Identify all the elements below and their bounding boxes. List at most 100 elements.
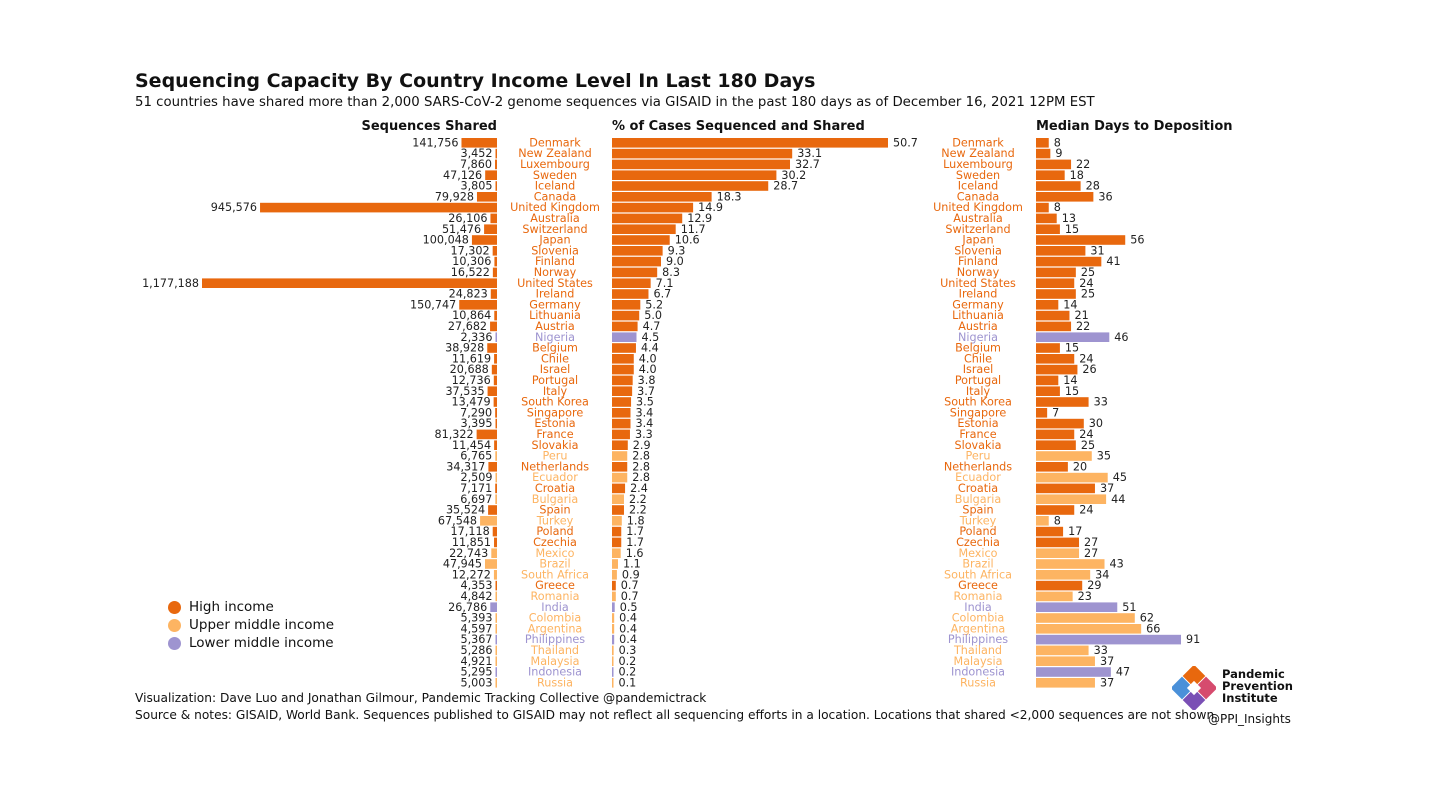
seq-value-label: 2,509 [460, 471, 492, 484]
days-value-label: 20 [1073, 460, 1087, 473]
pct-bar [612, 364, 634, 375]
pct-value-label: 0.4 [619, 633, 637, 646]
seq-bar [495, 472, 497, 483]
country-label: Indonesia [951, 666, 1005, 679]
pct-value-label: 32.7 [795, 158, 820, 171]
seq-value-label: 35,524 [446, 504, 485, 517]
days-value-label: 41 [1106, 255, 1120, 268]
seq-bar [493, 375, 497, 386]
days-value-label: 62 [1140, 612, 1154, 625]
country-label: Philippines [948, 633, 1008, 646]
seq-value-label: 7,171 [460, 482, 492, 495]
pct-value-label: 0.7 [621, 579, 639, 592]
days-bar [1036, 494, 1107, 504]
days-bar [1036, 440, 1076, 450]
seq-bar [260, 202, 497, 213]
pct-bar [612, 462, 628, 472]
pct-bar [612, 678, 614, 688]
pct-bar [612, 559, 618, 569]
pct-bar [612, 159, 791, 170]
pct-bar [612, 602, 615, 612]
country-label: France [536, 428, 573, 441]
pct-value-label: 1.7 [626, 536, 644, 549]
pct-bar [612, 440, 628, 450]
pct-value-label: 18.3 [717, 190, 742, 203]
days-value-label: 23 [1078, 590, 1092, 603]
country-label: Thailand [530, 644, 579, 657]
pct-bar [612, 397, 632, 407]
days-value-label: 37 [1100, 655, 1114, 668]
days-value-label: 27 [1084, 547, 1098, 560]
pct-bar [612, 235, 670, 245]
pct-bar [612, 634, 615, 645]
chart-subtitle: 51 countries have shared more than 2,000… [135, 95, 1095, 110]
pct-value-label: 3.3 [635, 428, 653, 441]
days-bar [1036, 526, 1064, 537]
header-percent-sequenced: % of Cases Sequenced and Shared [612, 119, 865, 134]
days-bar [1036, 548, 1080, 558]
country-label: Netherlands [521, 460, 589, 473]
days-bar [1036, 181, 1081, 191]
pct-bar [612, 170, 777, 180]
pct-value-label: 30.2 [781, 169, 806, 182]
seq-value-label: 27,682 [448, 320, 487, 333]
pct-value-label: 10.6 [675, 234, 700, 247]
country-label: Austria [535, 320, 575, 333]
seq-value-label: 11,454 [452, 439, 491, 452]
country-label: Luxembourg [520, 158, 590, 171]
seq-value-label: 4,353 [460, 579, 492, 592]
seq-bar [488, 505, 497, 515]
days-value-label: 25 [1081, 439, 1095, 452]
pct-value-label: 4.5 [641, 331, 659, 344]
pct-value-label: 8.3 [662, 266, 680, 279]
days-value-label: 46 [1114, 331, 1128, 344]
pct-value-label: 6.7 [653, 288, 671, 301]
country-label: Bulgaria [532, 493, 578, 506]
pct-value-label: 12.9 [687, 212, 712, 225]
seq-bar [494, 354, 497, 364]
days-value-label: 24 [1079, 277, 1093, 290]
pct-bar [612, 202, 694, 213]
seq-bar [471, 235, 497, 245]
seq-bar [476, 429, 497, 440]
country-label: Norway [534, 266, 577, 279]
country-label: Japan [538, 234, 570, 247]
days-bar [1036, 451, 1092, 461]
pct-bar [612, 591, 616, 602]
seq-value-label: 5,367 [460, 633, 492, 646]
pct-bar [612, 246, 663, 256]
pct-value-label: 50.7 [893, 136, 918, 149]
seq-bar [495, 148, 497, 159]
pct-value-label: 0.7 [621, 590, 639, 603]
pct-bar [612, 408, 631, 418]
days-bar [1036, 148, 1051, 159]
legend-item-lower: Lower middle income [168, 634, 334, 652]
seq-value-label: 3,452 [460, 147, 492, 160]
days-value-label: 21 [1074, 309, 1088, 322]
ppi-logo-icon [1172, 666, 1216, 710]
seq-bar [493, 570, 497, 580]
country-label: Slovenia [954, 244, 1002, 257]
country-label: Argentina [951, 622, 1006, 635]
days-value-label: 25 [1081, 288, 1095, 301]
country-label: Spain [539, 504, 570, 517]
seq-value-label: 3,395 [460, 417, 492, 430]
days-value-label: 66 [1146, 622, 1160, 635]
seq-bar [495, 678, 497, 688]
legend-item-upper: Upper middle income [168, 616, 334, 634]
country-label: Turkey [536, 514, 574, 527]
pct-bar [612, 537, 622, 548]
days-value-label: 8 [1054, 201, 1061, 214]
legend-swatch-lower [168, 636, 181, 650]
pct-value-label: 11.7 [681, 223, 706, 236]
country-label: Belgium [532, 342, 578, 355]
seq-value-label: 67,548 [438, 514, 477, 527]
country-label: Croatia [535, 482, 575, 495]
pct-value-label: 1.8 [627, 514, 645, 527]
days-value-label: 25 [1081, 266, 1095, 279]
pct-value-label: 0.5 [620, 601, 638, 614]
days-value-label: 33 [1094, 644, 1108, 657]
seq-bar [495, 418, 497, 429]
days-bar [1036, 408, 1048, 418]
seq-value-label: 5,003 [460, 676, 492, 689]
